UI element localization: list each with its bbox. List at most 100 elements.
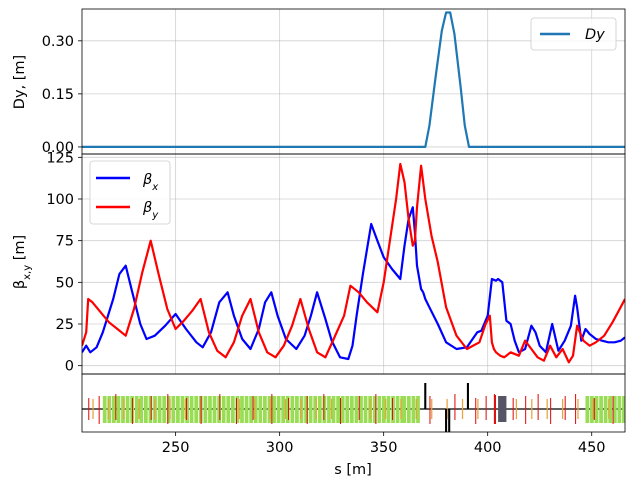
- lattice-green-block: [121, 396, 125, 423]
- lattice-orange-marker: [592, 399, 595, 419]
- lattice-green-block: [322, 396, 327, 423]
- lattice-green-block: [585, 396, 590, 423]
- lattice-green-block: [276, 396, 281, 423]
- lattice-green-block: [617, 396, 622, 423]
- lattice-green-block: [139, 396, 144, 423]
- beta-ylabel: βx,y [m]: [12, 235, 33, 289]
- lattice-orange-marker: [577, 399, 579, 419]
- dy-series: [82, 11, 625, 148]
- lattice-orange-marker: [461, 399, 464, 419]
- x-tick-label: 450: [578, 440, 606, 456]
- lattice-orange-marker: [254, 399, 256, 419]
- dy-legend-label: Dy: [585, 27, 605, 43]
- lattice-orange-marker: [92, 399, 94, 419]
- lattice-green-block: [148, 396, 153, 423]
- lattice-black-bend: [445, 409, 448, 432]
- x-tick-label: 300: [266, 440, 294, 456]
- dy-series-dy-line: [82, 11, 625, 148]
- lattice-orange-marker: [184, 399, 187, 419]
- beta-grid: [82, 154, 625, 374]
- lattice-green-block: [313, 396, 318, 423]
- lattice-green-block: [327, 396, 331, 423]
- lattice-red-element: [564, 396, 566, 420]
- lattice-red-element: [375, 394, 377, 424]
- lattice-green-block: [235, 396, 240, 423]
- dy-y-ticks: 0.00 0.15 0.30: [42, 34, 82, 156]
- lattice-green-block: [295, 396, 299, 423]
- lattice-green-block: [102, 396, 107, 423]
- lattice-green-block: [221, 396, 226, 423]
- lattice-green-block: [386, 396, 391, 423]
- lattice-red-element: [512, 398, 514, 420]
- beta-series: [82, 162, 625, 364]
- lattice-green-block: [594, 396, 599, 423]
- lattice-red-element: [493, 395, 497, 424]
- lattice-green-block: [253, 396, 258, 423]
- lattice-green-block: [363, 396, 368, 423]
- lattice-green-block: [290, 396, 295, 423]
- lattice-orange-marker: [284, 399, 287, 419]
- lattice-green-block: [391, 396, 395, 423]
- lattice-red-element: [252, 396, 254, 420]
- lattice-orange-marker: [123, 399, 125, 419]
- lattice-red-element: [167, 394, 169, 424]
- lattice-green-block: [590, 396, 594, 423]
- lattice-green-block: [134, 396, 139, 423]
- lattice-red-element: [475, 398, 477, 424]
- lattice-green-block: [285, 396, 290, 423]
- beta-panel: 0 25 50 75 100 125 βx,y [m] βx βy: [12, 150, 626, 375]
- lattice-green-block: [382, 396, 386, 423]
- lattice-green-block: [304, 396, 308, 423]
- beta-series-by-line: [82, 162, 625, 364]
- lattice-green-block: [107, 396, 112, 423]
- beta-ytick-label: 0: [65, 359, 74, 375]
- x-tick-label: 250: [162, 440, 190, 456]
- lattice-orange-marker: [546, 399, 548, 419]
- lattice-green-block: [416, 396, 420, 423]
- dy-ytick-label: 0.00: [42, 140, 74, 156]
- lattice-orange-marker: [477, 399, 479, 419]
- dy-ylabel: Dy, [m]: [12, 55, 28, 109]
- lattice-green-block: [345, 396, 350, 423]
- lattice-orange-marker: [138, 399, 140, 419]
- lattice-black-bend: [466, 383, 469, 409]
- lattice-green-block: [249, 396, 254, 423]
- lattice-green-block: [171, 396, 176, 423]
- lattice-grey-block: [498, 396, 507, 422]
- lattice-red-element: [200, 396, 202, 424]
- lattice-red-element: [219, 394, 221, 420]
- lattice-green-block: [166, 396, 171, 423]
- beta-series-bx-line: [82, 206, 625, 361]
- beta-ylabel-sub: x,y: [22, 265, 33, 280]
- lattice-green-block: [395, 396, 400, 423]
- lattice-green-block: [317, 396, 322, 423]
- lattice-green-block: [263, 396, 267, 423]
- dy-ytick-label: 0.15: [42, 87, 74, 103]
- lattice-green-block: [226, 396, 231, 423]
- lattice-green-block: [240, 396, 244, 423]
- lattice-green-block: [194, 396, 199, 423]
- lattice-orange-marker: [169, 399, 171, 419]
- lattice-red-element: [537, 394, 539, 420]
- lattice-green-block: [180, 396, 185, 423]
- beta-legend-sub-x: x: [151, 182, 158, 193]
- lattice-green-block: [411, 396, 416, 423]
- lattice-green-block: [157, 396, 162, 423]
- lattice-axes-frame: [81, 373, 626, 433]
- lattice-green-block: [406, 396, 411, 423]
- lattice-red-element: [358, 396, 360, 420]
- lattice-green-block: [212, 396, 217, 423]
- lattice-green-block: [272, 396, 276, 423]
- lattice-red-element: [186, 398, 188, 420]
- lattice-green-block: [308, 396, 313, 423]
- lattice-red-element: [115, 394, 117, 420]
- lattice-orange-marker: [608, 399, 610, 419]
- lattice-green-block: [354, 396, 359, 423]
- lattice-red-element: [306, 396, 308, 424]
- lattice-red-element: [391, 398, 394, 420]
- lattice-orange-marker: [515, 399, 518, 419]
- lattice-orange-marker: [415, 399, 417, 419]
- lattice-red-element: [339, 398, 342, 424]
- lattice-orange-marker: [331, 399, 333, 419]
